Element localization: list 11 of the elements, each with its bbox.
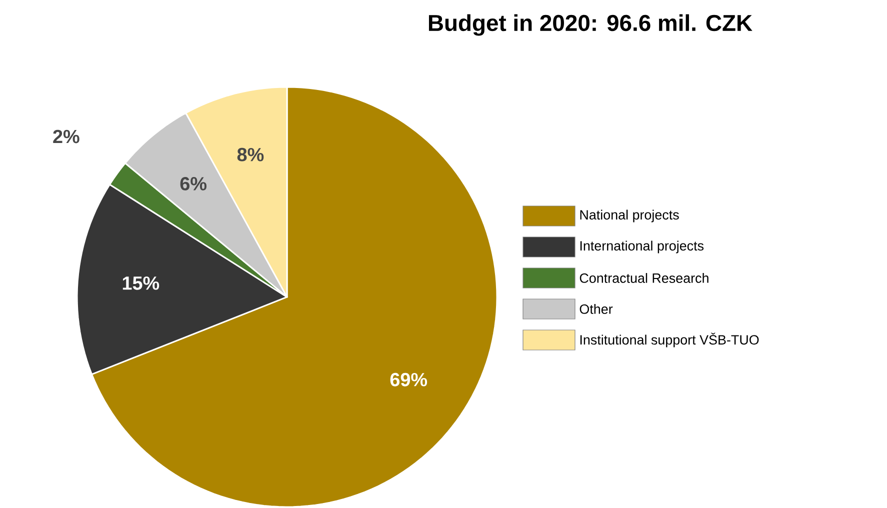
data-label: 69%	[390, 373, 428, 386]
data-label: 6%	[180, 177, 206, 191]
legend-label: National projects	[580, 210, 679, 222]
data-label: 15%	[122, 276, 160, 290]
legend-label: Contractual Research	[580, 273, 708, 284]
data-label: 8%	[237, 148, 264, 162]
legend-label: Institutional support VŠB-TUO	[580, 332, 759, 348]
data-label: 2%	[53, 130, 80, 144]
legend-label: Other	[580, 304, 613, 314]
legend-label: International projects	[580, 240, 704, 254]
chart-title: Budget in 2020: 96.6 mil. CZK	[428, 14, 752, 36]
